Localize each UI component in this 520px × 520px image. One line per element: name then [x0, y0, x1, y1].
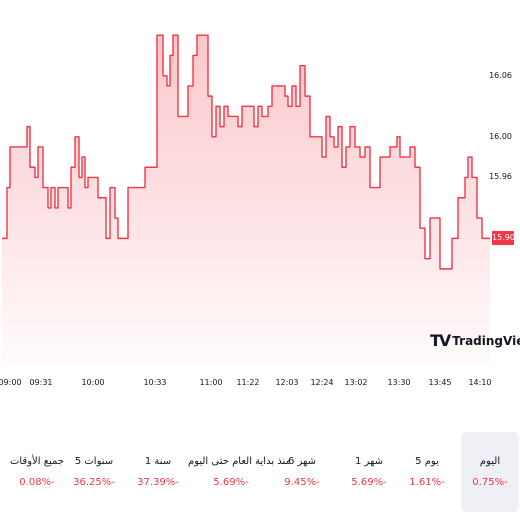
current-price-badge: 15.90	[492, 231, 515, 246]
x-tick-label: 09:00	[0, 378, 22, 387]
period-change: 0.08%-	[19, 477, 55, 488]
period-change: 37.39%-	[137, 477, 179, 488]
chart-plot	[2, 34, 490, 366]
period-label: منذ بداية العام حتى اليوم	[188, 456, 291, 467]
x-tick-label: 13:30	[387, 378, 411, 387]
x-tick-label: 11:22	[236, 378, 260, 387]
x-tick-label: 12:03	[275, 378, 299, 387]
period-label: 1 سنة	[144, 456, 172, 467]
price-area-fill	[2, 35, 490, 366]
x-tick-label: 14:10	[468, 378, 492, 387]
y-tick-label: 15.96	[489, 172, 512, 182]
price-line	[2, 34, 490, 270]
tradingview-logo[interactable]: TV TradingView	[430, 331, 520, 350]
period-option[interactable]: اليوم 0.75%-	[461, 432, 519, 512]
x-tick-label: 10:33	[143, 378, 167, 387]
period-option[interactable]: 1 شهر 5.69%-	[344, 432, 394, 512]
period-label: جميع الأوقات	[9, 456, 65, 467]
period-option[interactable]: 5 سنوات 36.25%-	[66, 432, 122, 512]
period-label: 5 سنوات	[74, 456, 114, 467]
period-option[interactable]: 6 شهر 9.45%-	[277, 432, 327, 512]
period-option[interactable]: جميع الأوقات 0.08%-	[7, 432, 67, 512]
period-option[interactable]: منذ بداية العام حتى اليوم 5.69%-	[188, 432, 291, 512]
x-tick-label: 13:45	[428, 378, 452, 387]
y-tick-label: 16.00	[489, 131, 512, 141]
period-label: 6 شهر	[287, 456, 317, 467]
period-label: 5 يوم	[415, 456, 439, 467]
period-option[interactable]: 1 سنة 37.39%-	[133, 432, 183, 512]
x-tick-label: 09:31	[29, 378, 53, 387]
period-change: 5.69%-	[213, 477, 249, 488]
period-change: 5.69%-	[351, 477, 387, 488]
period-label: 1 شهر	[354, 456, 384, 467]
price-chart[interactable]: 16.06 16.00 15.96 09:00 09:31 10:00 10:33 11:0…	[0, 0, 520, 400]
period-change: 9.45%-	[284, 477, 320, 488]
period-change: 0.75%-	[472, 477, 508, 488]
period-label: اليوم	[479, 456, 501, 467]
x-tick-label: 13:02	[344, 378, 368, 387]
period-option[interactable]: 5 يوم 1.61%-	[402, 432, 452, 512]
period-change: 36.25%-	[73, 477, 115, 488]
x-tick-label: 10:00	[81, 378, 105, 387]
period-change: 1.61%-	[409, 477, 445, 488]
y-tick-label: 16.06	[489, 70, 512, 80]
period-selector: اليوم 0.75%- 5 يوم 1.61%- 1 شهر 5.69%- 6 شهر 9.…	[0, 430, 520, 520]
tradingview-logo-text: TradingView	[452, 333, 520, 348]
tradingview-logo-icon: TV	[430, 331, 451, 350]
x-tick-label: 11:00	[199, 378, 223, 387]
x-tick-label: 12:24	[310, 378, 334, 387]
